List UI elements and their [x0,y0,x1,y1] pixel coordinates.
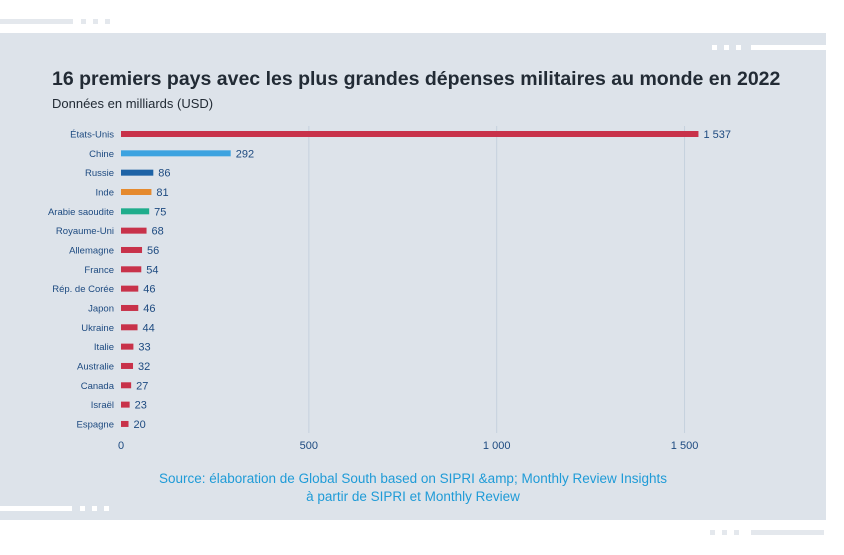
category-label: Arabie saoudite [48,207,114,218]
data-label: 56 [147,245,159,257]
category-label: Italie [94,342,114,353]
data-label: 46 [143,303,155,315]
bar [121,169,154,176]
category-label: Espagne [76,419,114,430]
bar [121,324,138,331]
category-label: Rép. de Corée [52,284,114,295]
data-label: 86 [158,168,170,180]
category-label: Israël [91,400,114,411]
data-label: 23 [135,400,147,412]
category-label: Japon [88,303,114,314]
x-tick-label: 1 000 [483,440,511,452]
decoration-panel-top-right [710,45,830,50]
decoration-bottom-right [710,530,830,535]
category-label: Russie [85,168,114,179]
bar [121,266,142,273]
bar [121,227,147,234]
category-label: Royaume-Uni [56,226,114,237]
source-line-2: à partir de SIPRI et Monthly Review [306,489,520,504]
chart-title: 16 premiers pays avec les plus grandes d… [52,68,781,90]
category-label: Australie [77,361,114,372]
category-label: Ukraine [81,323,114,334]
data-label: 32 [138,361,150,373]
data-label: 81 [156,187,168,199]
source-line-1: Source: élaboration de Global South base… [158,471,668,486]
chart-subtitle: Données en milliards (USD) [52,96,214,111]
bar [121,401,130,408]
category-label: France [84,265,114,276]
x-tick-label: 1 500 [671,440,699,452]
data-label: 44 [143,322,155,334]
decoration-top-left [0,19,120,24]
bar [121,188,152,195]
category-label: Inde [96,187,115,198]
bar [121,246,143,253]
bar [121,208,150,215]
data-label: 54 [146,264,158,276]
data-label: 20 [134,419,146,431]
category-label: Canada [81,381,115,392]
bar [121,362,134,369]
bar [121,343,134,350]
data-label: 68 [152,226,164,238]
data-label: 27 [136,380,148,392]
data-label: 75 [154,206,166,218]
data-label: 1 537 [703,129,731,141]
bar [121,285,139,292]
data-label: 46 [143,284,155,296]
data-label: 33 [138,342,150,354]
data-label: 292 [236,148,254,160]
bar [121,420,129,427]
chart-panel [0,33,826,520]
category-label: États-Unis [70,130,114,141]
decoration-panel-bottom-left [0,506,120,511]
x-tick-label: 0 [118,440,124,452]
bar [121,382,132,389]
bar [121,150,231,157]
bar [121,131,699,137]
category-label: Chine [89,149,114,160]
bar [121,304,139,311]
x-tick-label: 500 [300,440,318,452]
category-label: Allemagne [69,245,114,256]
